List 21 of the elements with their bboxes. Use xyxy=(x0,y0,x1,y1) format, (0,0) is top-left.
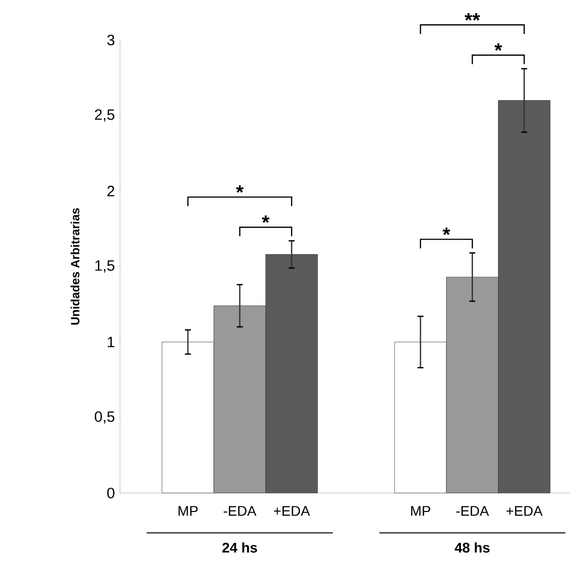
text: +EDA xyxy=(506,506,543,516)
text: MP xyxy=(411,506,430,516)
series-label: +EDA xyxy=(274,506,310,516)
text: -EDA xyxy=(456,506,489,516)
annotation: * xyxy=(442,228,450,236)
annotation: * xyxy=(262,216,270,223)
x-tick-label: 48 hs xyxy=(454,542,490,553)
y-tick-label: 0 xyxy=(107,488,114,498)
text: ** xyxy=(464,13,480,21)
y-tick-label: 0,5 xyxy=(94,411,114,424)
y-axis-title: Unidades Arbitrarias xyxy=(70,208,80,325)
y-tick-label: 2 xyxy=(107,186,114,196)
series-label: MP xyxy=(178,506,198,516)
series-label: -EDA xyxy=(224,506,256,516)
x-tick-label: 24 hs xyxy=(222,542,258,553)
annotation: * xyxy=(494,43,502,51)
y-tick-label: 2,5 xyxy=(94,109,114,122)
y-tick-label: 1 xyxy=(108,336,114,348)
y-tick-label: 1,5 xyxy=(95,260,114,273)
y-tick-label: 3 xyxy=(107,34,114,46)
annotation: * xyxy=(236,185,244,193)
